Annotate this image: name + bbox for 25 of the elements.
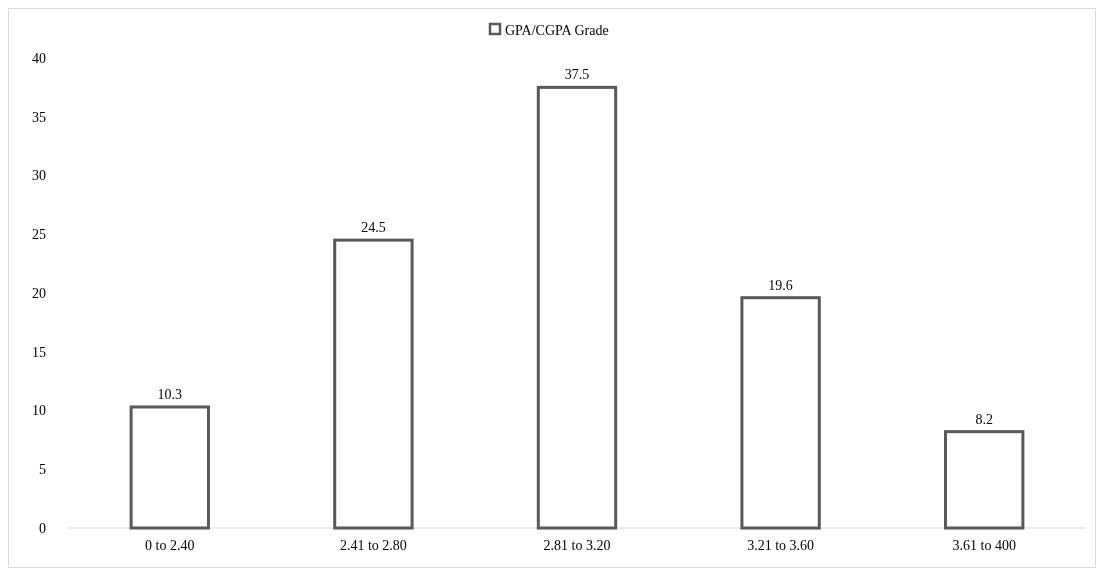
bar (333, 238, 414, 530)
x-tick-label: 2.41 to 2.80 (339, 538, 407, 553)
x-tick-label: 0 to 2.40 (145, 538, 195, 553)
data-label: 8.2 (975, 411, 993, 427)
y-tick-label: 25 (32, 227, 46, 243)
y-tick-label: 40 (32, 50, 46, 66)
y-tick-label: 35 (32, 109, 46, 125)
y-tick-label: 10 (32, 403, 46, 419)
y-tick-label: 5 (39, 462, 46, 478)
data-label: 37.5 (564, 67, 590, 83)
data-label: 24.5 (361, 220, 386, 236)
y-tick-label: 15 (32, 344, 46, 360)
y-tick-label: 30 (32, 168, 46, 184)
data-label: 19.6 (768, 277, 793, 293)
bar (536, 85, 618, 530)
bar (129, 405, 210, 530)
legend-label: GPA/CGPA Grade (505, 22, 609, 38)
data-label: 10.3 (157, 386, 183, 402)
x-tick-label: 2.81 to 3.20 (543, 538, 611, 553)
x-tick-label: 3.21 to 3.60 (747, 538, 815, 553)
y-tick-label: 20 (32, 285, 46, 301)
bar (740, 296, 821, 530)
y-tick-label: 0 (39, 520, 46, 536)
bar (944, 430, 1025, 530)
x-tick-label: 3.61 to 400 (952, 538, 1016, 553)
